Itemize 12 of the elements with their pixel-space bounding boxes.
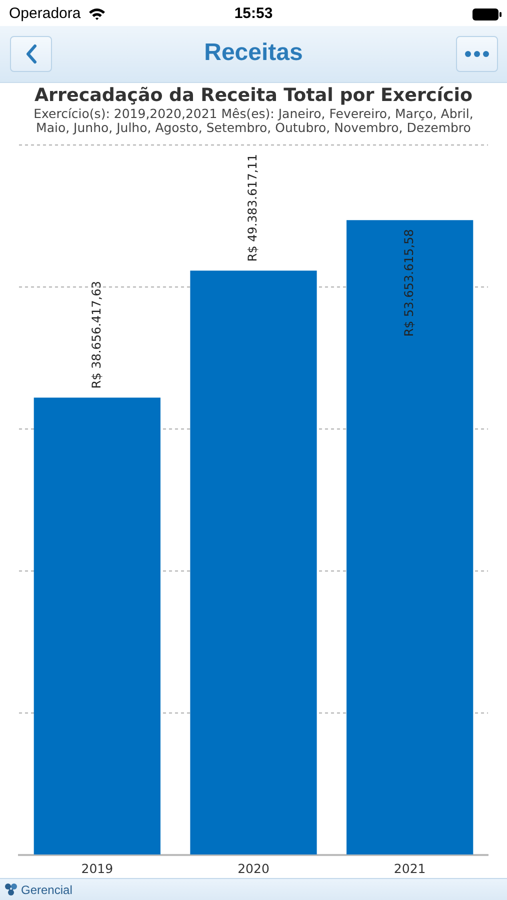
data-label: R$ 49.383.617,11 xyxy=(246,154,260,262)
data-label: R$ 38.656.417,63 xyxy=(89,280,104,389)
text: Gerencial xyxy=(21,883,72,897)
data-label: R$ 53.653.615,58 xyxy=(402,229,416,337)
text: Receitas xyxy=(203,39,304,67)
x-tick-label: 2021 xyxy=(394,860,426,876)
text: 15:53 xyxy=(234,5,273,22)
text: Operadora xyxy=(9,5,81,22)
chart-title: Arrecadação da Receita Total por Exercício xyxy=(33,85,474,106)
chart-subtitle: Exercício(s): 2019,2020,2021 Mês(es): Janeiro, Fevereiro, Março, Abril, Maio, Junho, Julho, Agosto, Setembro, Outubro, Novembro, Dezembro xyxy=(32,106,474,135)
x-tick-label: 2020 xyxy=(238,860,270,876)
x-tick-label: 2019 xyxy=(81,860,114,876)
